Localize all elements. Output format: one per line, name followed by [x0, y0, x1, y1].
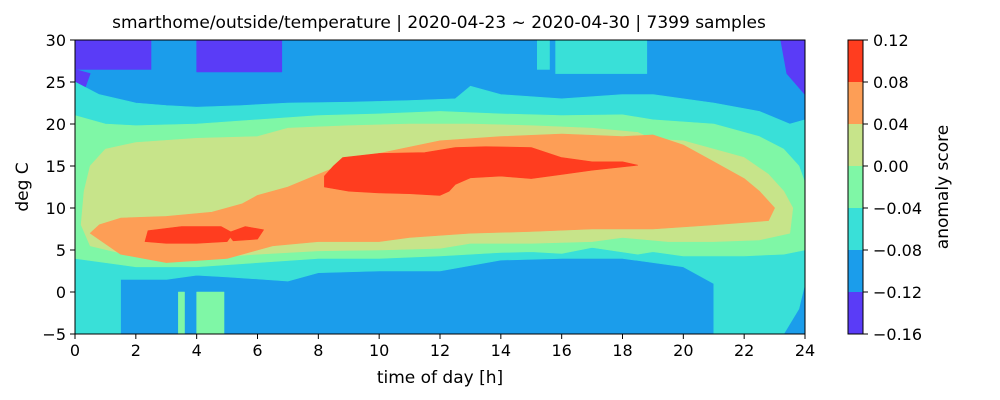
colorbar-band-6: [848, 40, 863, 82]
colorbar-band-2: [848, 208, 863, 250]
contour-region-10: [196, 291, 225, 334]
contour-region-6: [536, 40, 550, 70]
colorbar-band-0: [848, 292, 863, 334]
colorbar-frame: [847, 39, 864, 335]
contour-region-3: [196, 40, 283, 73]
colorbar-tick-label-2: −0.08: [873, 241, 922, 260]
x-tick-label-10: 20: [673, 341, 693, 360]
colorbar-band-1: [848, 250, 863, 292]
contour-region-4: [780, 40, 805, 95]
colorbar-tick-label-4: 0.00: [873, 157, 909, 176]
colorbar-band-3: [848, 166, 863, 208]
colorbar-band-5: [848, 82, 863, 124]
colorbar-tick-label-7: 0.12: [873, 31, 909, 50]
x-tick-label-4: 8: [313, 341, 323, 360]
x-tick-label-3: 6: [252, 341, 262, 360]
x-tick-label-8: 16: [551, 341, 571, 360]
colorbar-band-4: [848, 124, 863, 166]
contour-region-5: [555, 40, 648, 74]
y-tick-label-4: 15: [46, 157, 66, 176]
contour-region-13: [324, 146, 639, 196]
contour-region-9: [178, 291, 185, 334]
contour-region-1: [75, 40, 152, 70]
x-tick-label-9: 18: [612, 341, 632, 360]
x-tick-label-11: 22: [734, 341, 754, 360]
y-tick-label-7: 30: [46, 31, 66, 50]
y-axis-ticks: −5 0 5 10 15 20 25 30: [42, 31, 75, 344]
y-tick-label-3: 10: [46, 199, 66, 218]
y-axis-label: deg C: [13, 162, 33, 211]
x-tick-label-1: 2: [131, 341, 141, 360]
x-tick-label-6: 12: [430, 341, 450, 360]
x-tick-label-0: 0: [70, 341, 80, 360]
x-tick-label-12: 24: [795, 341, 815, 360]
contour-region-15: [226, 226, 264, 242]
x-tick-label-5: 10: [369, 341, 389, 360]
y-tick-label-1: 0: [56, 283, 66, 302]
y-tick-label-2: 5: [56, 241, 66, 260]
chart-title: smarthome/outside/temperature | 2020-04-…: [112, 13, 766, 33]
x-tick-label-2: 4: [192, 341, 202, 360]
x-axis-ticks: 0 2 4 6 8 10 12 14 16 18 20 22 24: [70, 334, 815, 360]
colorbar-tick-label-6: 0.08: [873, 73, 909, 92]
y-tick-label-5: 20: [46, 115, 66, 134]
colorbar-tick-label-5: 0.04: [873, 115, 909, 134]
colorbar-ticks: −0.16 −0.12 −0.08 −0.04 0.00 0.04 0.08 0.12: [863, 31, 922, 344]
x-axis-label: time of day [h]: [377, 368, 503, 388]
colorbar-label: anomaly score: [933, 125, 953, 249]
colorbar-tick-label-1: −0.12: [873, 283, 922, 302]
contour-regions: [75, 40, 805, 334]
colorbar-tick-label-3: −0.04: [873, 199, 922, 218]
x-tick-label-7: 14: [491, 341, 511, 360]
colorbar: [848, 40, 863, 334]
y-tick-label-6: 25: [46, 73, 66, 92]
y-tick-label-0: −5: [42, 325, 66, 344]
colorbar-tick-label-0: −0.16: [873, 325, 922, 344]
